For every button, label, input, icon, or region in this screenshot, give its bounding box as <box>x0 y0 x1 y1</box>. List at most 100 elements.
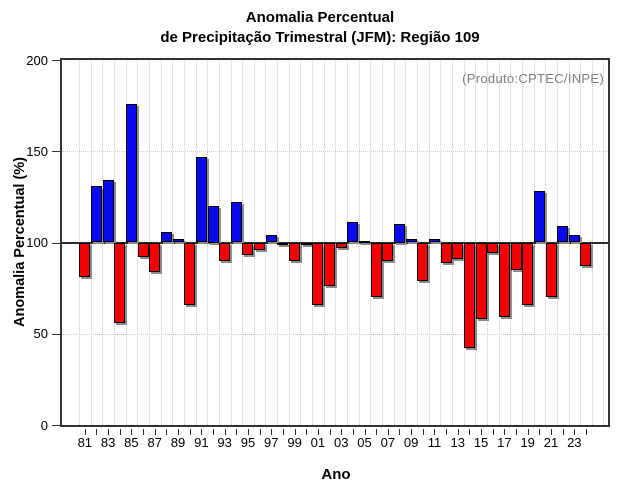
bar-year-12 <box>440 242 452 263</box>
x-tick-label: 01 <box>310 435 326 450</box>
bar-year-15 <box>475 242 487 320</box>
x-tick <box>224 429 226 435</box>
x-tick <box>143 429 145 435</box>
bar-year-89 <box>172 238 184 243</box>
x-tick <box>492 429 494 435</box>
chart-title: Anomalia Percentual de Precipitação Trim… <box>0 8 640 48</box>
x-tick <box>364 429 366 435</box>
x-tick-label: 11 <box>427 435 442 450</box>
bar-year-05 <box>359 240 371 243</box>
bar-year-21 <box>545 242 557 298</box>
y-tick <box>52 60 60 61</box>
x-tick <box>527 429 529 435</box>
x-tick <box>236 429 238 435</box>
bar-year-88 <box>160 231 172 243</box>
x-tick-label: 95 <box>240 435 256 450</box>
x-tick-label: 13 <box>450 435 465 450</box>
bar-year-24 <box>580 242 592 267</box>
x-tick <box>539 429 541 435</box>
x-tick-label: 97 <box>264 435 279 450</box>
bar-year-85 <box>125 103 137 243</box>
x-tick <box>446 429 448 435</box>
x-tick-label: 99 <box>287 435 302 450</box>
y-tick <box>52 151 60 153</box>
x-tick <box>96 429 98 435</box>
x-tick-label: 05 <box>357 435 372 450</box>
x-tick <box>434 429 436 435</box>
bar-year-92 <box>207 206 219 243</box>
x-tick <box>306 429 308 435</box>
x-tick <box>341 429 343 435</box>
x-tick <box>457 429 459 435</box>
bar-year-16 <box>487 242 499 254</box>
bar-year-82 <box>90 185 102 243</box>
bar-year-10 <box>417 242 429 281</box>
x-tick <box>131 429 133 435</box>
bar-year-09 <box>405 238 417 243</box>
y-tick-label: 200 <box>26 52 48 68</box>
y-tick <box>52 425 60 426</box>
chart-title-line2: de Precipitação Trimestral (JFM): Região… <box>160 29 480 46</box>
x-tick <box>585 429 587 435</box>
x-tick <box>119 429 121 435</box>
y-tick-label: 100 <box>26 235 48 250</box>
x-tick <box>178 429 180 435</box>
bar-year-04 <box>347 222 359 243</box>
x-tick <box>469 429 471 435</box>
x-tick-label: 93 <box>217 435 232 450</box>
x-tick <box>329 429 331 435</box>
x-tick <box>166 429 168 435</box>
bar-year-99 <box>289 242 301 261</box>
bar-year-23 <box>568 235 580 243</box>
y-tick-label: 0 <box>40 417 48 433</box>
y-tick <box>52 242 60 244</box>
x-tick <box>574 429 576 435</box>
bar-year-06 <box>370 242 382 298</box>
x-tick-label: 85 <box>124 435 139 450</box>
bar-year-03 <box>335 242 347 248</box>
x-tick <box>213 429 214 435</box>
y-tick-label: 50 <box>33 326 48 342</box>
x-tick <box>282 429 284 435</box>
bar-year-90 <box>184 242 196 305</box>
bar-year-18 <box>510 242 522 270</box>
x-tick <box>352 429 354 435</box>
x-tick <box>201 429 203 435</box>
x-tick-label: 15 <box>473 435 489 450</box>
bar-year-13 <box>452 242 464 259</box>
bar-year-98 <box>277 242 289 245</box>
y-tick <box>52 333 60 335</box>
x-tick-label: 89 <box>170 435 186 450</box>
source-annotation: (Produto:CPTEC/INPE) <box>462 71 604 86</box>
x-tick-label: 91 <box>194 435 209 450</box>
bar-year-08 <box>393 224 405 243</box>
x-tick <box>84 429 86 435</box>
x-tick <box>376 429 378 435</box>
bar-year-02 <box>324 242 336 287</box>
bar-year-97 <box>265 235 277 243</box>
bar-year-94 <box>230 202 242 243</box>
bar-year-00 <box>300 242 312 245</box>
horizontal-gridline <box>62 333 608 335</box>
x-tick-label: 07 <box>380 435 396 450</box>
x-tick <box>154 429 156 435</box>
x-tick-label: 83 <box>100 435 116 450</box>
x-axis-label: Ano <box>321 466 351 483</box>
x-tick-label: 21 <box>543 435 559 450</box>
x-tick <box>294 429 296 435</box>
bar-year-86 <box>137 242 149 258</box>
bar-year-91 <box>195 156 207 243</box>
x-tick <box>411 429 413 435</box>
x-tick-label: 09 <box>403 435 419 450</box>
x-tick <box>422 429 424 435</box>
x-tick <box>399 429 401 435</box>
x-tick <box>317 429 319 435</box>
bar-year-87 <box>149 242 161 272</box>
plot-area <box>60 58 610 427</box>
bar-year-93 <box>219 242 231 261</box>
bar-year-96 <box>254 242 266 250</box>
x-tick-label: 03 <box>333 435 349 450</box>
x-tick <box>481 429 483 435</box>
x-tick <box>504 429 506 435</box>
bar-year-17 <box>498 242 510 318</box>
